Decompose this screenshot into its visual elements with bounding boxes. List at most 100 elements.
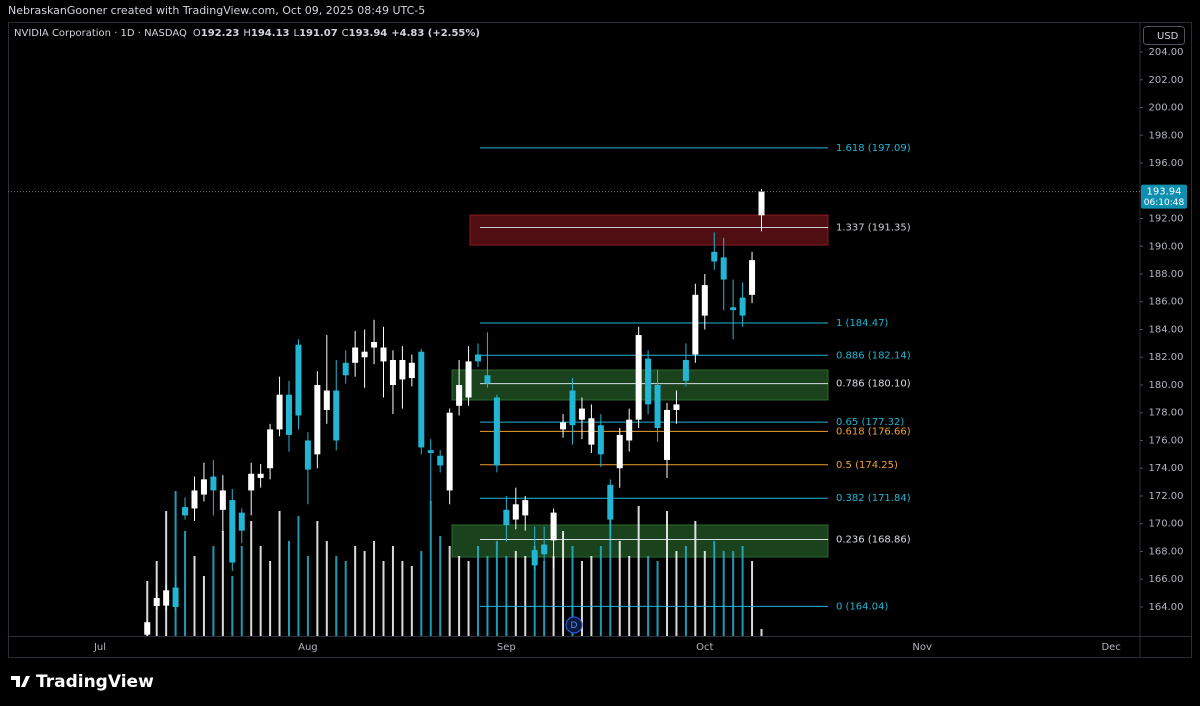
volume-pane: [146, 491, 763, 636]
volume-bar: [448, 546, 451, 636]
y-tick-label: 192.00: [1149, 214, 1184, 225]
candle-body: [465, 361, 472, 398]
zone: [451, 524, 829, 558]
currency-button[interactable]: [1143, 26, 1185, 45]
volume-bar: [505, 556, 508, 636]
y-tick-label: 200.00: [1149, 103, 1184, 114]
brand-logo: TradingView: [11, 672, 154, 692]
currency[interactable]: USD: [1157, 31, 1179, 42]
x-tick-label: Aug: [298, 642, 318, 653]
volume-bar: [382, 561, 385, 636]
candle-body: [361, 351, 368, 358]
candle-body: [229, 500, 236, 563]
candle-body: [267, 429, 274, 469]
candle-body: [475, 354, 481, 362]
volume-bar: [212, 546, 215, 636]
volume-bar: [524, 556, 527, 636]
candle-body: [597, 425, 604, 455]
candle-body: [380, 347, 387, 362]
candle-body: [323, 390, 330, 410]
volume-bar: [637, 506, 640, 636]
volume-bar: [590, 556, 593, 636]
candle-body: [673, 404, 680, 410]
candle-body: [456, 384, 463, 406]
x-tick-label: Sep: [497, 642, 516, 653]
ohlc-label: O: [193, 28, 201, 39]
candle-body: [418, 351, 425, 448]
y-tick-label: 198.00: [1149, 130, 1184, 141]
candle-body: [588, 418, 595, 445]
axes: 164.00 166.00 168.00 170.00 172.00 174.00 176.…: [8, 47, 1187, 653]
candle-body: [560, 422, 567, 430]
candle-body: [616, 434, 623, 469]
zone: [469, 214, 829, 246]
ohlc-label: L: [293, 28, 299, 39]
fib-label: 1.618 (197.09): [836, 143, 911, 154]
dividend-marker[interactable]: [565, 616, 583, 634]
close-value: 193.94: [349, 28, 388, 39]
candle-body: [153, 597, 160, 606]
y-tick-label: 204.00: [1149, 47, 1184, 58]
volume-bar: [543, 561, 546, 636]
volume-bar: [760, 629, 763, 636]
candle-body: [531, 550, 538, 566]
volume-bar: [656, 561, 659, 636]
candle-body: [352, 347, 359, 363]
fib-label: 0.382 (171.84): [836, 493, 911, 504]
candle-body: [248, 473, 255, 491]
volume-bar: [429, 501, 432, 636]
y-tick-label: 178.00: [1149, 408, 1184, 419]
volume-bar: [297, 516, 300, 636]
volume-bar: [363, 551, 366, 636]
x-tick-label: Oct: [696, 642, 713, 653]
candle-body: [739, 297, 746, 316]
x-tick-label: Nov: [912, 642, 932, 653]
volume-bar: [174, 491, 177, 636]
candle-body: [446, 412, 453, 491]
change: +4.83 (+2.55%): [391, 28, 480, 39]
y-tick-label: 164.00: [1149, 602, 1184, 613]
candle-body: [512, 504, 519, 520]
legend-line: NVIDIA Corporation · 1D · NASDAQ O192.23 H…: [14, 28, 480, 39]
volume-bar: [259, 546, 262, 636]
fib-label: 0 (164.04): [836, 601, 888, 612]
fib-label: 1 (184.47): [836, 318, 888, 329]
volume-bar: [741, 546, 744, 636]
candle-body: [333, 390, 340, 441]
dividend-label[interactable]: D: [571, 621, 578, 631]
volume-bar: [401, 561, 404, 636]
x-tick-label: Dec: [1101, 642, 1120, 653]
y-tick-label: 174.00: [1149, 463, 1184, 474]
volume-bar: [477, 546, 479, 636]
volume-bar: [316, 521, 319, 636]
candle-body: [191, 490, 198, 509]
fibonacci: 1.618 (197.09) 1.337 (191.35) 1 (184.47) 0.…: [480, 143, 911, 612]
candle-body: [172, 587, 179, 607]
candle-body: [276, 394, 283, 430]
x-tick-label: Jul: [93, 642, 106, 653]
volume-bar: [410, 566, 413, 636]
volume-bar: [684, 546, 687, 636]
candle-body: [522, 500, 529, 516]
volume-bar: [666, 511, 668, 636]
candle-body: [664, 409, 670, 460]
candle-body: [342, 362, 349, 376]
volume-bar: [458, 556, 461, 636]
volume-bar: [288, 541, 290, 636]
y-tick-label: 168.00: [1149, 546, 1184, 557]
open-value: 192.23: [201, 28, 240, 39]
volume-bar: [344, 561, 347, 636]
fib-label: 0.618 (176.66): [836, 426, 911, 437]
candle-body: [484, 375, 491, 384]
y-tick-label: 170.00: [1149, 519, 1184, 530]
candles: [144, 188, 765, 636]
last-price-box: [1141, 184, 1187, 209]
countdown: 06:10:48: [1144, 198, 1185, 208]
fib-label: 0.5 (174.25): [836, 460, 898, 471]
volume-bar: [713, 541, 716, 636]
y-tick-label: 180.00: [1149, 380, 1184, 391]
last-price: 193.94: [1147, 187, 1182, 198]
candle-body: [210, 476, 217, 491]
candle-body: [182, 507, 189, 516]
